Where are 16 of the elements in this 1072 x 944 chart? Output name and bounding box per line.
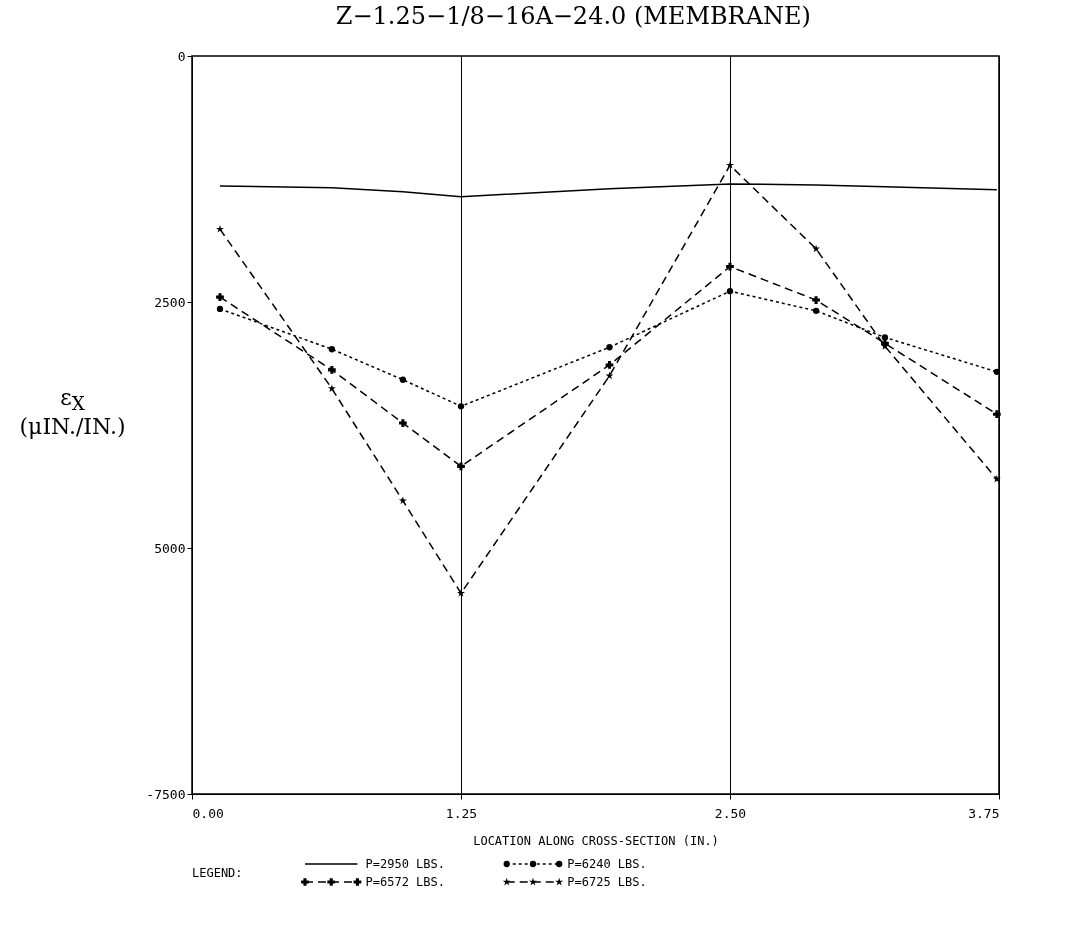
x-tick-label: 3.75: [968, 805, 1000, 821]
legend-label: P=2950 LBS.: [365, 857, 445, 871]
y-tick-label: 2500: [154, 294, 186, 310]
x-tick-label: 2.50: [714, 805, 747, 821]
y-tick-label: 0: [177, 48, 186, 64]
legend-label: P=6240 LBS.: [567, 857, 647, 871]
y-axis-title: ε$_{X}$ (μIN./IN.): [10, 385, 135, 440]
x-axis-title: LOCATION ALONG CROSS-SECTION (IN.): [473, 833, 719, 848]
x-tick-label: 1.25: [445, 805, 478, 821]
legend-title: LEGEND:: [192, 866, 243, 880]
y-tick-label: 5000: [154, 540, 186, 556]
legend-label: P=6725 LBS.: [567, 875, 647, 889]
legend-label: P=6572 LBS.: [365, 875, 445, 889]
y-tick-label: -7500: [146, 786, 186, 802]
chart-title: Z−1.25−1/8−16A−24.0 (MEMBRANE): [335, 2, 811, 31]
x-tick-label: 0.00: [192, 805, 224, 821]
